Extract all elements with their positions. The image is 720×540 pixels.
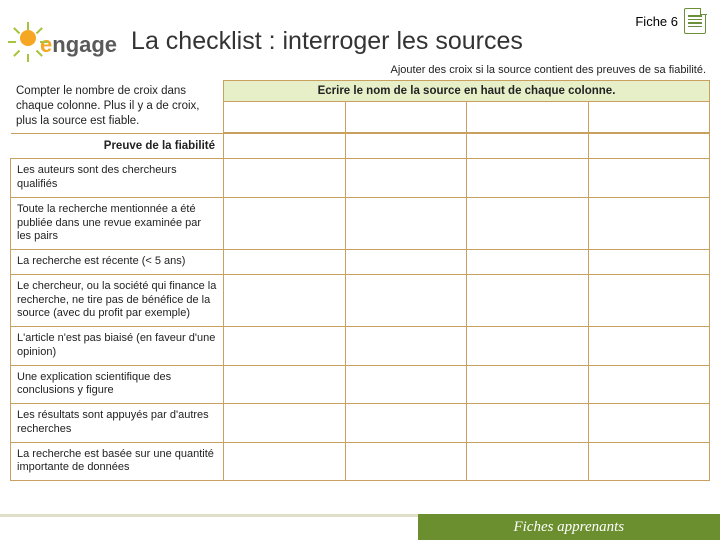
check-cell[interactable] bbox=[467, 274, 589, 326]
criterion-cell: La recherche est récente (< 5 ans) bbox=[11, 250, 224, 275]
check-cell[interactable] bbox=[224, 159, 346, 198]
check-cell[interactable] bbox=[588, 250, 710, 275]
header-blank-cell bbox=[224, 134, 346, 159]
table-row: Le chercheur, ou la société qui finance … bbox=[11, 274, 710, 326]
fiche-label: Fiche 6 bbox=[635, 14, 678, 29]
check-cell[interactable] bbox=[345, 327, 467, 366]
check-cell[interactable] bbox=[345, 274, 467, 326]
criterion-cell: Le chercheur, ou la société qui finance … bbox=[11, 274, 224, 326]
check-cell[interactable] bbox=[224, 250, 346, 275]
checklist-table: Preuve de la fiabilitéLes auteurs sont d… bbox=[10, 133, 710, 481]
check-cell[interactable] bbox=[345, 197, 467, 249]
check-cell[interactable] bbox=[224, 197, 346, 249]
header-blank-cell bbox=[345, 134, 467, 159]
header-blank-cell bbox=[467, 134, 589, 159]
header-blank-cell bbox=[588, 134, 710, 159]
page-footer: Fiches apprenants bbox=[0, 514, 720, 540]
table-row: Une explication scientifique des conclus… bbox=[11, 365, 710, 404]
check-cell[interactable] bbox=[224, 327, 346, 366]
source-name-cell[interactable] bbox=[589, 102, 711, 133]
table-row: Les auteurs sont des chercheurs qualifié… bbox=[11, 159, 710, 198]
table-row: L'article n'est pas biaisé (en faveur d'… bbox=[11, 327, 710, 366]
check-cell[interactable] bbox=[345, 365, 467, 404]
table-row: La recherche est récente (< 5 ans) bbox=[11, 250, 710, 275]
footer-spacer bbox=[0, 514, 418, 540]
source-name-cell[interactable] bbox=[467, 102, 589, 133]
check-cell[interactable] bbox=[224, 365, 346, 404]
instructions-text: Compter le nombre de croix dans chaque c… bbox=[10, 80, 223, 133]
subtitle: Ajouter des croix si la source contient … bbox=[0, 58, 720, 80]
criterion-cell: L'article n'est pas biaisé (en faveur d'… bbox=[11, 327, 224, 366]
check-cell[interactable] bbox=[224, 274, 346, 326]
check-cell[interactable] bbox=[588, 197, 710, 249]
footer-label: Fiches apprenants bbox=[418, 514, 720, 540]
check-cell[interactable] bbox=[588, 442, 710, 481]
check-cell[interactable] bbox=[345, 404, 467, 443]
check-cell[interactable] bbox=[588, 365, 710, 404]
source-name-cell[interactable] bbox=[223, 102, 346, 133]
check-cell[interactable] bbox=[467, 250, 589, 275]
table-row: Les résultats sont appuyés par d'autres … bbox=[11, 404, 710, 443]
table-intro-row: Compter le nombre de croix dans chaque c… bbox=[0, 80, 720, 133]
table-row: Toute la recherche mentionnée a été publ… bbox=[11, 197, 710, 249]
check-cell[interactable] bbox=[467, 365, 589, 404]
check-cell[interactable] bbox=[345, 442, 467, 481]
check-cell[interactable] bbox=[588, 274, 710, 326]
page-header: Fiche 6 engage La checklist : interroger… bbox=[0, 0, 720, 58]
check-cell[interactable] bbox=[588, 327, 710, 366]
check-cell[interactable] bbox=[588, 404, 710, 443]
criterion-cell: Les auteurs sont des chercheurs qualifié… bbox=[11, 159, 224, 198]
source-columns-header-wrap: Ecrire le nom de la source en haut de ch… bbox=[223, 80, 710, 133]
source-columns-header: Ecrire le nom de la source en haut de ch… bbox=[223, 80, 710, 102]
check-cell[interactable] bbox=[467, 159, 589, 198]
title-row: engage La checklist : interroger les sou… bbox=[14, 24, 706, 58]
criteria-column-header: Preuve de la fiabilité bbox=[11, 134, 224, 159]
check-cell[interactable] bbox=[224, 442, 346, 481]
check-cell[interactable] bbox=[345, 159, 467, 198]
document-icon bbox=[684, 8, 706, 34]
criterion-cell: Toute la recherche mentionnée a été publ… bbox=[11, 197, 224, 249]
table-row: La recherche est basée sur une quantité … bbox=[11, 442, 710, 481]
logo-text-rest: ngage bbox=[52, 32, 117, 58]
engage-logo: engage bbox=[14, 24, 117, 58]
source-name-cell[interactable] bbox=[346, 102, 468, 133]
check-cell[interactable] bbox=[588, 159, 710, 198]
check-cell[interactable] bbox=[467, 404, 589, 443]
check-cell[interactable] bbox=[467, 197, 589, 249]
source-name-row bbox=[223, 102, 710, 133]
criterion-cell: Les résultats sont appuyés par d'autres … bbox=[11, 404, 224, 443]
criterion-cell: Une explication scientifique des conclus… bbox=[11, 365, 224, 404]
check-cell[interactable] bbox=[224, 404, 346, 443]
page-title: La checklist : interroger les sources bbox=[131, 27, 523, 56]
check-cell[interactable] bbox=[467, 327, 589, 366]
check-cell[interactable] bbox=[345, 250, 467, 275]
criterion-cell: La recherche est basée sur une quantité … bbox=[11, 442, 224, 481]
check-cell[interactable] bbox=[467, 442, 589, 481]
logo-burst-icon bbox=[14, 24, 42, 52]
